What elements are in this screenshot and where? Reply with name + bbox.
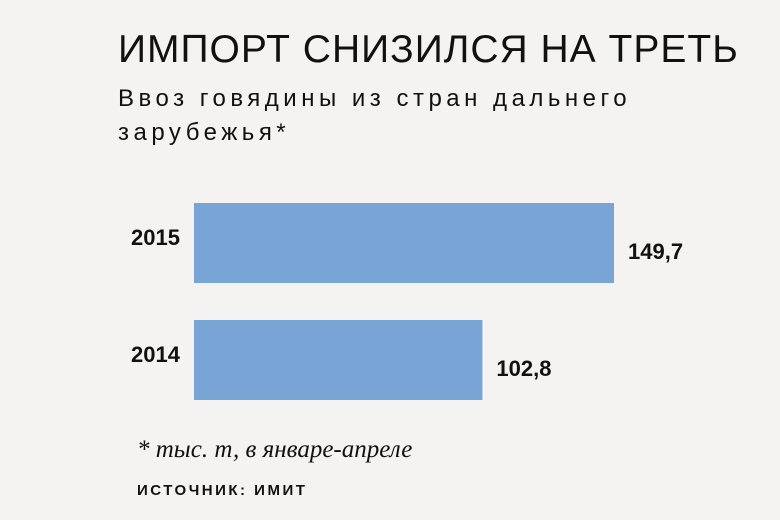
value-label: 149,7 xyxy=(628,239,683,264)
bar xyxy=(194,203,614,283)
chart-title: ИМПОРТ СНИЗИЛСЯ НА ТРЕТЬ xyxy=(118,28,739,71)
source: ИСТОЧНИК: ИМИТ xyxy=(137,482,308,499)
y-tick-label: 2015 xyxy=(131,225,180,250)
y-tick-label: 2014 xyxy=(131,342,181,367)
value-label: 102,8 xyxy=(496,356,551,381)
bar xyxy=(194,320,483,400)
chart-subtitle: Ввоз говядины из стран дальнего зарубежь… xyxy=(118,85,632,146)
footnote: * тыс. т, в январе-апреле xyxy=(137,436,413,463)
